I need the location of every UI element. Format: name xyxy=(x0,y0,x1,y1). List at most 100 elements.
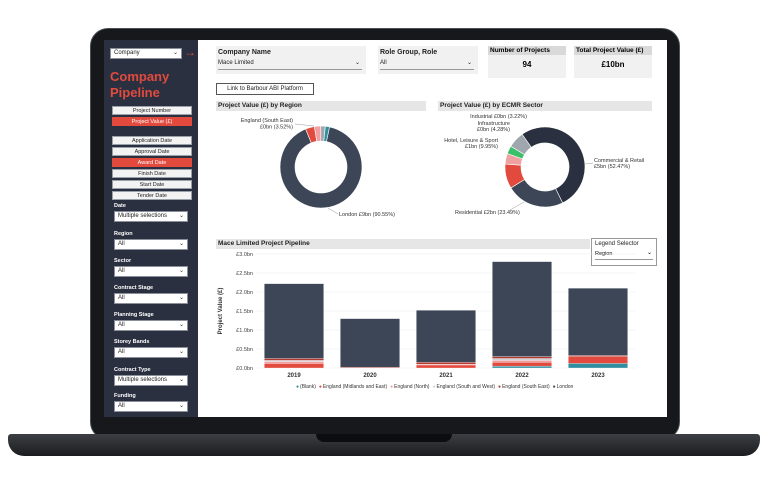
y-tick-label: £2.5bn xyxy=(236,271,253,277)
metric-button-1[interactable]: Project Value (£) xyxy=(112,117,192,126)
kpi-number-projects: Number of Projects 94 xyxy=(488,46,566,78)
filter-dropdown[interactable]: All ⌄ xyxy=(114,320,188,331)
chevron-down-icon: ⌄ xyxy=(178,349,184,355)
company-name-value: Mace Limited xyxy=(218,60,254,66)
donut-slice[interactable] xyxy=(323,125,330,142)
slice-data-label: Industrial £0bn (3.22%) xyxy=(470,114,527,120)
filter-dropdown[interactable]: All ⌄ xyxy=(114,347,188,358)
filter-dropdown[interactable]: All ⌄ xyxy=(114,293,188,304)
chevron-down-icon: ⌄ xyxy=(178,213,184,219)
region-donut-chart: England (South East)£0bn (3.52%) London £… xyxy=(241,118,395,218)
region-chart-title: Project Value (£) by Region xyxy=(216,101,426,111)
kpi-total-value: Total Project Value (£) £10bn xyxy=(574,46,652,78)
leader-line xyxy=(584,162,594,165)
legend-marker: ● xyxy=(296,384,299,390)
filter-value: All xyxy=(118,322,125,328)
bar-segment[interactable] xyxy=(416,362,476,365)
donut-slice[interactable] xyxy=(510,133,532,155)
filter-label: Date xyxy=(114,203,126,209)
filter-value: All xyxy=(118,268,125,274)
filter-dropdown[interactable]: All ⌄ xyxy=(114,401,188,412)
laptop-notch xyxy=(316,434,452,442)
legend-label: (Blank) xyxy=(300,384,316,390)
legend-label: England (North) xyxy=(394,384,430,390)
bar-segment[interactable] xyxy=(492,356,552,359)
laptop-base xyxy=(8,434,760,456)
filter-dropdown[interactable]: All ⌄ xyxy=(114,266,188,277)
donut-slice[interactable] xyxy=(279,126,363,209)
filter-dropdown[interactable]: All ⌄ xyxy=(114,239,188,250)
bar-segment[interactable] xyxy=(568,355,628,357)
legend-label: England (South and West) xyxy=(436,384,495,390)
bar-segment[interactable] xyxy=(568,356,628,364)
date-button-3[interactable]: Finish Date xyxy=(112,169,192,178)
filter-label: Storey Bands xyxy=(114,339,150,345)
filter-label: Region xyxy=(114,231,133,237)
legend-marker: ● xyxy=(390,384,393,390)
donut-slice[interactable] xyxy=(521,126,586,204)
bar-segment[interactable] xyxy=(416,364,476,369)
date-button-4[interactable]: Start Date xyxy=(112,180,192,189)
slice-data-label: £5bn (52.47%) xyxy=(594,164,630,170)
page-title: Company Pipeline xyxy=(110,69,170,100)
legend-marker: ● xyxy=(432,384,435,390)
legend-label: England (South East) xyxy=(502,384,550,390)
filter-value: All xyxy=(118,295,125,301)
chevron-down-icon: ⌄ xyxy=(178,241,184,247)
company-name-slicer: Company Name Mace Limited ⌄ xyxy=(216,46,366,74)
filter-label: Contract Stage xyxy=(114,285,154,291)
company-name-dropdown[interactable]: Mace Limited ⌄ xyxy=(218,60,362,70)
main-content: Company Name Mace Limited ⌄ Role Group, … xyxy=(198,40,667,417)
sector-donut-chart: Industrial £0bn (3.22%)Infrastructure£0b… xyxy=(444,114,644,216)
chevron-down-icon: ⌄ xyxy=(172,50,178,56)
filter-value: All xyxy=(118,241,125,247)
bar-segment[interactable] xyxy=(492,360,552,363)
y-tick-label: £1.5bn xyxy=(236,309,253,315)
chevron-down-icon: ⌄ xyxy=(354,60,360,66)
bar-segment[interactable] xyxy=(264,361,324,364)
bar-segment[interactable] xyxy=(568,288,628,356)
chevron-down-icon: ⌄ xyxy=(646,250,652,256)
sidebar: Company ⌄ → Company Pipeline Project Num… xyxy=(104,40,198,417)
bar-segment[interactable] xyxy=(264,358,324,361)
bar-segment[interactable] xyxy=(492,365,552,369)
date-button-1[interactable]: Approval Date xyxy=(112,147,192,156)
slice-data-label: £0bn (4.28%) xyxy=(477,127,510,133)
bar-segment[interactable] xyxy=(492,261,552,357)
bar-segment[interactable] xyxy=(416,310,476,363)
kpi-number-projects-value: 94 xyxy=(522,60,532,69)
kpi-total-value-value: £10bn xyxy=(601,60,625,69)
date-button-2[interactable]: Award Date xyxy=(112,158,192,167)
bar-segment[interactable] xyxy=(492,362,552,367)
bar-segment[interactable] xyxy=(568,363,628,369)
y-axis-label: Project Value (£) xyxy=(218,288,224,335)
x-tick-label: 2020 xyxy=(363,373,377,379)
bar-segment[interactable] xyxy=(264,283,324,359)
company-dropdown-label: Company xyxy=(114,50,140,56)
filter-dropdown[interactable]: Multiple selections ⌄ xyxy=(114,211,188,222)
link-platform-button[interactable]: Link to Barbour ABI Platform xyxy=(216,83,314,95)
chevron-down-icon: ⌄ xyxy=(178,403,184,409)
x-tick-label: 2021 xyxy=(439,373,453,379)
company-dropdown[interactable]: Company ⌄ xyxy=(110,48,182,59)
slice-data-label: Residential £2bn (23.49%) xyxy=(455,210,520,216)
bar-segment[interactable] xyxy=(264,360,324,362)
slice-data-label: £0bn (3.52%) xyxy=(260,125,293,131)
role-dropdown[interactable]: All ⌄ xyxy=(380,60,474,70)
y-tick-label: £3.0bn xyxy=(236,252,253,258)
filter-label: Planning Stage xyxy=(114,312,154,318)
arrow-right-icon[interactable]: → xyxy=(184,45,196,59)
filter-dropdown[interactable]: Multiple selections ⌄ xyxy=(114,375,188,386)
date-button-0[interactable]: Application Date xyxy=(112,136,192,145)
metric-button-0[interactable]: Project Number xyxy=(112,106,192,115)
bar-segment[interactable] xyxy=(340,318,400,368)
leader-line xyxy=(509,201,525,211)
x-tick-label: 2019 xyxy=(287,373,301,379)
donut-slice[interactable] xyxy=(510,179,564,208)
bar-segment[interactable] xyxy=(492,358,552,361)
date-button-5[interactable]: Tender Date xyxy=(112,191,192,200)
company-name-label: Company Name xyxy=(218,49,271,56)
filter-value: Multiple selections xyxy=(118,377,168,383)
bar-segment[interactable] xyxy=(264,363,324,369)
